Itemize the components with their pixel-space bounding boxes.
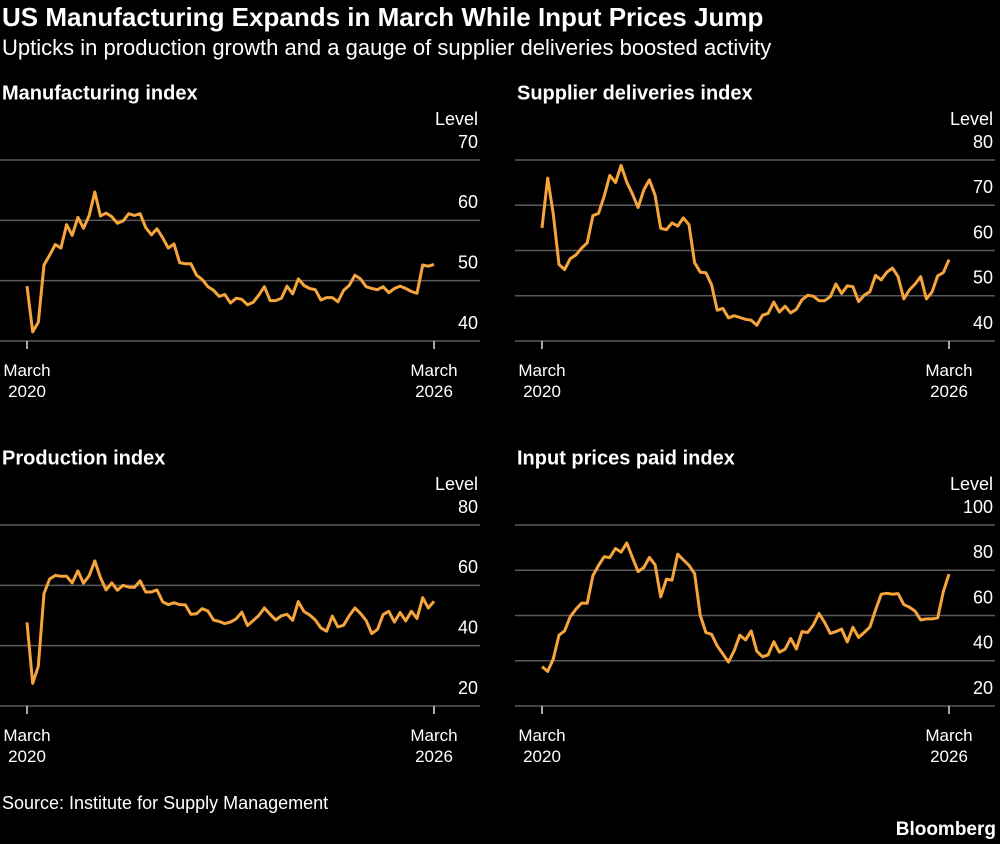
- chart-title: US Manufacturing Expands in March While …: [2, 2, 763, 32]
- y-axis-label: Level: [950, 109, 993, 129]
- x-tick-label: March 2020: [518, 361, 566, 401]
- y-tick-label: 80: [458, 497, 478, 517]
- y-tick-label: 50: [973, 268, 993, 288]
- y-axis-label: Level: [950, 474, 993, 494]
- panel-title: Input prices paid index: [517, 447, 735, 469]
- y-tick-label: 60: [458, 192, 478, 212]
- x-tick-label: March 2020: [518, 726, 566, 766]
- line: [25, 190, 435, 334]
- x-tick-label: March 2026: [410, 361, 458, 401]
- x-tick-label: March 2026: [410, 726, 458, 766]
- y-axis-label: Level: [435, 109, 478, 129]
- line: [25, 559, 436, 685]
- y-tick-label: 80: [973, 542, 993, 562]
- panel-title: Manufacturing index: [2, 82, 198, 104]
- panel-title: Supplier deliveries index: [517, 82, 753, 104]
- y-tick-label: 100: [963, 497, 993, 517]
- line: [541, 541, 951, 673]
- y-tick-label: 50: [458, 252, 478, 272]
- y-tick-label: 60: [973, 222, 993, 242]
- y-tick-label: 40: [973, 633, 993, 653]
- y-tick-label: 70: [973, 177, 993, 197]
- y-tick-label: 20: [458, 678, 478, 698]
- x-tick-label: March 2020: [3, 726, 51, 766]
- x-tick-label: March 2020: [3, 361, 51, 401]
- y-tick-label: 60: [973, 587, 993, 607]
- credit: Bloomberg: [896, 819, 996, 840]
- y-tick-label: 20: [973, 678, 993, 698]
- x-tick-label: March 2026: [925, 726, 973, 766]
- y-tick-label: 40: [973, 313, 993, 333]
- y-tick-label: 60: [458, 557, 478, 577]
- y-axis-label: Level: [435, 474, 478, 494]
- source: Source: Institute for Supply Management: [2, 793, 328, 813]
- line: [540, 163, 951, 327]
- y-tick-label: 40: [458, 313, 478, 333]
- chart-subtitle: Upticks in production growth and a gauge…: [2, 35, 771, 60]
- panel-title: Production index: [2, 447, 165, 469]
- x-tick-label: March 2026: [925, 361, 973, 401]
- y-tick-label: 80: [973, 132, 993, 152]
- y-tick-label: 40: [458, 617, 478, 637]
- y-tick-label: 70: [458, 132, 478, 152]
